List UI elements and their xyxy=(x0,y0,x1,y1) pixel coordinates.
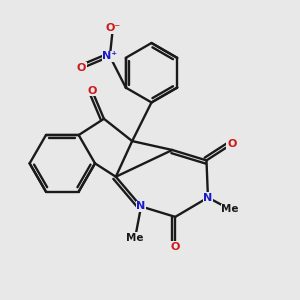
Text: O: O xyxy=(171,242,180,252)
Text: Me: Me xyxy=(126,233,144,243)
Text: Me: Me xyxy=(221,204,239,214)
Text: O: O xyxy=(77,63,86,73)
Text: N: N xyxy=(203,193,213,202)
Text: N⁺: N⁺ xyxy=(102,51,117,62)
Text: O⁻: O⁻ xyxy=(105,23,121,33)
Text: O: O xyxy=(227,139,236,149)
Text: N: N xyxy=(136,202,146,212)
Text: O: O xyxy=(87,85,97,96)
